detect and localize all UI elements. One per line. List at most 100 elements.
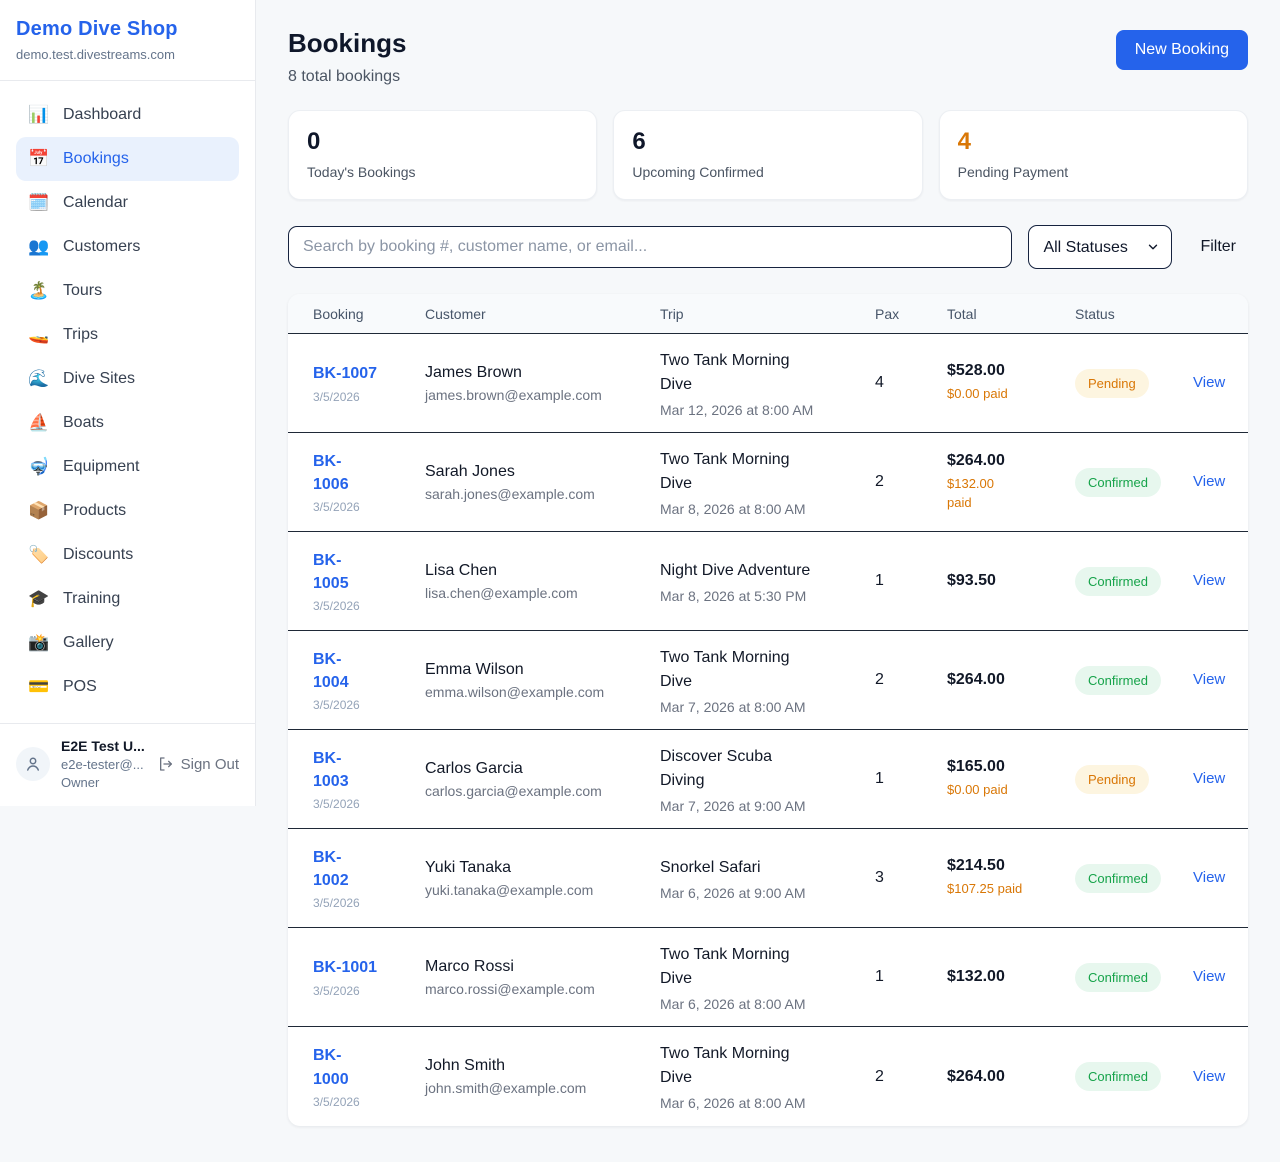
pax-count: 1 [875, 770, 884, 787]
view-link[interactable]: View [1193, 374, 1226, 391]
booking-date: 3/5/2026 [313, 896, 360, 911]
table-header-cell: Booking [313, 305, 364, 322]
stat-label: Today's Bookings [307, 164, 416, 180]
graduation-cap-icon: 🎓 [28, 589, 50, 608]
sidebar-item-trips[interactable]: 🚤 Trips [16, 313, 239, 357]
person-icon [27, 757, 39, 771]
status-badge: Confirmed [1075, 566, 1161, 596]
pax-count: 2 [875, 1067, 884, 1085]
trip-name: Two Tank Morning Dive [660, 351, 790, 393]
sidebar-item-bookings[interactable]: 📅 Bookings [16, 137, 239, 181]
booking-id-link[interactable]: BK- 1005 [313, 551, 349, 592]
sidebar-item-gallery[interactable]: 📸 Gallery [16, 621, 239, 665]
status-badge: Confirmed [1075, 467, 1161, 497]
customer-name: Yuki Tanaka [425, 858, 511, 876]
sidebar-item-discounts[interactable]: 🏷️ Discounts [16, 533, 239, 577]
view-link[interactable]: View [1193, 473, 1226, 490]
status-badge: Confirmed [1075, 863, 1161, 893]
search-input[interactable] [288, 226, 1013, 268]
brand-title: Demo Dive Shop [16, 18, 178, 40]
new-booking-button[interactable]: New Booking [1115, 30, 1248, 70]
sidebar-item-dive-sites[interactable]: 🌊 Dive Sites [16, 357, 239, 401]
sidebar-item-label: Equipment [63, 458, 140, 475]
pax-count: 1 [875, 572, 884, 589]
trip-datetime: Mar 6, 2026 at 8:00 AM [660, 995, 806, 1012]
status-select-wrap: All Statuses [1028, 225, 1173, 269]
trip-name: Two Tank Morning Dive [660, 1045, 790, 1086]
customer-name: Sarah Jones [425, 462, 515, 480]
view-link[interactable]: View [1193, 1067, 1226, 1085]
total-amount: $165.00 [947, 758, 1005, 776]
booking-id-link[interactable]: BK- 1003 [313, 749, 349, 790]
view-link[interactable]: View [1193, 869, 1226, 886]
customer-name: John Smith [425, 1057, 506, 1074]
view-link[interactable]: View [1193, 572, 1226, 589]
customer-name: Carlos Garcia [425, 759, 523, 777]
sidebar-item-pos[interactable]: 💳 POS [16, 665, 239, 709]
filter-button[interactable]: Filter [1188, 238, 1248, 256]
sidebar-item-label: POS [63, 678, 97, 695]
island-icon: 🏝️ [28, 281, 50, 300]
sidebar: Demo Dive Shop demo.test.divestreams.com… [0, 0, 256, 806]
label-tag-icon: 🏷️ [28, 545, 50, 564]
trip-name: Two Tank Morning Dive [660, 450, 790, 492]
sidebar-item-dashboard[interactable]: 📊 Dashboard [16, 93, 239, 137]
stat-label: Upcoming Confirmed [632, 164, 764, 180]
view-link[interactable]: View [1193, 968, 1226, 985]
bookings-table: Booking Customer Trip Pax Total Status [288, 294, 1248, 1126]
status-badge: Confirmed [1075, 1062, 1161, 1091]
customer-email: sarah.jones@example.com [425, 485, 595, 502]
pax-count: 2 [875, 473, 884, 490]
package-icon: 📦 [28, 501, 50, 520]
user-info: E2E Test U... e2e-tester@... Owner [61, 738, 147, 790]
booking-id-link[interactable]: BK- 1000 [313, 1047, 349, 1088]
sidebar-header: Demo Dive Shop demo.test.divestreams.com [0, 0, 255, 81]
sign-out-button[interactable]: Sign Out [158, 756, 239, 773]
trip-name: Discover Scuba Diving [660, 747, 773, 789]
paid-amount: $107.25 paid [947, 881, 1023, 897]
user-email: e2e-tester@... [61, 757, 144, 772]
paid-amount: $0.00 paid [947, 782, 1008, 798]
bar-chart-icon: 📊 [28, 105, 50, 124]
sidebar-item-calendar[interactable]: 🗓️ Calendar [16, 181, 239, 225]
status-badge: Confirmed [1075, 962, 1161, 992]
booking-date: 3/5/2026 [313, 698, 360, 713]
sailboat-icon: ⛵ [28, 413, 50, 432]
table-header-cell: Total [947, 305, 977, 322]
trip-name: Two Tank Morning Dive [660, 945, 790, 987]
sidebar-item-label: Tours [63, 282, 103, 299]
sidebar-item-label: Boats [63, 414, 104, 431]
sidebar-item-customers[interactable]: 👥 Customers [16, 225, 239, 269]
trip-name: Two Tank Morning Dive [660, 648, 790, 690]
wave-icon: 🌊 [28, 369, 50, 388]
sidebar-item-tours[interactable]: 🏝️ Tours [16, 269, 239, 313]
status-filter-select[interactable]: All Statuses [1028, 225, 1173, 269]
view-link[interactable]: View [1193, 770, 1226, 787]
booking-id-link[interactable]: BK- 1006 [313, 452, 349, 493]
booking-date: 3/5/2026 [313, 983, 360, 998]
customer-name: Emma Wilson [425, 660, 524, 678]
sidebar-item-equipment[interactable]: 🤿 Equipment [16, 445, 239, 489]
booking-id-link[interactable]: BK- 1002 [313, 848, 349, 889]
sidebar-item-products[interactable]: 📦 Products [16, 489, 239, 533]
booking-id-link[interactable]: BK- 1004 [313, 650, 349, 691]
status-badge: Pending [1075, 368, 1149, 398]
booking-row: BK- 1005 3/5/2026 Lisa Chen lisa.chen@ex… [288, 532, 1248, 631]
sidebar-item-label: Customers [63, 238, 141, 255]
stat-value: 4 [957, 128, 972, 155]
stat-value: 0 [307, 128, 321, 155]
total-amount: $264.00 [947, 452, 1005, 470]
booking-id-link[interactable]: BK-1001 [313, 959, 378, 977]
people-icon: 👥 [28, 237, 50, 256]
booking-id-link[interactable]: BK-1007 [313, 365, 378, 383]
trip-name: Night Dive Adventure [660, 561, 811, 579]
customer-name: James Brown [425, 363, 522, 381]
booking-date: 3/5/2026 [313, 1094, 360, 1109]
view-link[interactable]: View [1193, 671, 1226, 688]
pax-count: 4 [875, 374, 884, 391]
spiral-calendar-icon: 🗓️ [28, 193, 50, 212]
sidebar-item-boats[interactable]: ⛵ Boats [16, 401, 239, 445]
table-header-cell: Pax [875, 305, 900, 322]
sidebar-item-training[interactable]: 🎓 Training [16, 577, 239, 621]
